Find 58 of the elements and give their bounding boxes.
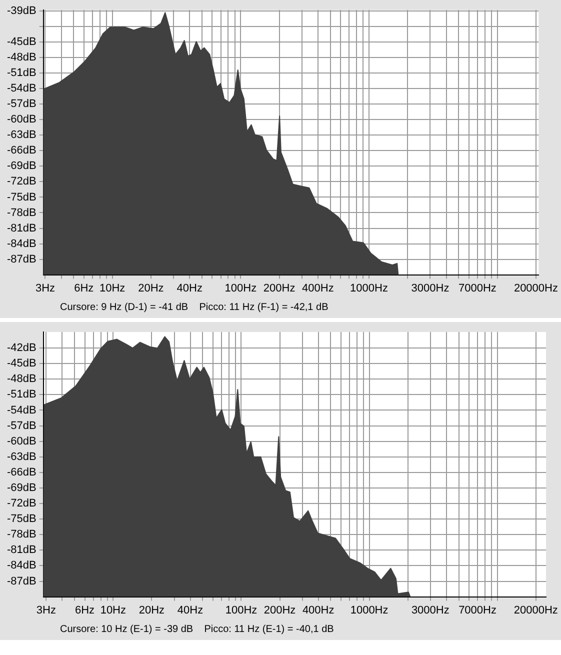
- y-tick-label: -66dB: [6, 144, 36, 157]
- y-tick-label: -60dB: [6, 435, 36, 448]
- text: Cursore: 10 Hz (E-1) = -39 dB Picco: 11 Hz (E-1) = -40,1 dB: [59, 623, 335, 637]
- x-tick-label: 1000Hz: [350, 282, 388, 294]
- x-tick-label: 200Hz: [263, 282, 296, 294]
- y-tick-label: -48dB: [6, 373, 36, 386]
- x-tick-label: 6Hz: [74, 282, 94, 294]
- y-tick-label: -39dB: [6, 5, 36, 18]
- x-tick-label: 3Hz: [36, 604, 56, 616]
- x-tick-label: 20Hz: [138, 282, 164, 294]
- y-tick-label: -45dB: [6, 358, 36, 370]
- y-tick-label: -66dB: [6, 466, 36, 478]
- y-tick-label: -69dB: [6, 482, 36, 494]
- x-tick-label: 20000Hz: [514, 282, 558, 294]
- y-tick-label: -57dB: [6, 98, 36, 110]
- y-tick-label: -87dB: [6, 253, 36, 266]
- x-tick-label: 40Hz: [176, 282, 202, 294]
- y-tick-label: -87dB: [6, 575, 36, 588]
- y-tick-label: -48dB: [6, 52, 36, 64]
- x-tick-label: 100Hz: [224, 282, 257, 294]
- x-tick-label: 200Hz: [264, 604, 296, 616]
- y-tick-label: -84dB: [6, 238, 36, 250]
- y-tick-label: -54dB: [6, 404, 36, 416]
- y-tick-label: -72dB: [6, 176, 36, 188]
- x-tick-label: 1000Hz: [350, 604, 388, 616]
- y-tick-label: -78dB: [6, 206, 36, 219]
- x-tick-label: 40Hz: [177, 604, 204, 616]
- y-tick-label: -69dB: [6, 160, 36, 172]
- y-tick-label: -54dB: [6, 82, 36, 95]
- x-tick-label: 100Hz: [225, 604, 258, 616]
- y-tick-label: -78dB: [6, 528, 36, 541]
- y-tick-label: -60dB: [6, 114, 36, 126]
- y-tick-label: -57dB: [6, 420, 36, 432]
- x-tick-label: 3000Hz: [411, 604, 450, 616]
- y-tick-label: -45dB: [6, 36, 36, 48]
- y-tick-label: -72dB: [6, 498, 36, 510]
- x-tick-label: 3000Hz: [411, 282, 450, 294]
- y-tick-label: -63dB: [6, 129, 36, 142]
- y-tick-label: -75dB: [6, 191, 36, 204]
- x-tick-label: 3Hz: [35, 282, 56, 294]
- y-tick-label: -81dB: [6, 222, 36, 234]
- x-tick-label: 20Hz: [138, 604, 165, 616]
- x-tick-label: 400Hz: [302, 604, 334, 616]
- y-tick-label: -51dB: [6, 388, 36, 401]
- x-tick-label: 400Hz: [302, 282, 334, 294]
- y-tick-label: -42dB: [6, 342, 36, 354]
- x-tick-label: 7000Hz: [458, 604, 496, 616]
- x-tick-label: 10Hz: [100, 604, 126, 616]
- x-tick-label: 7000Hz: [458, 282, 496, 294]
- y-tick-label: -51dB: [6, 67, 36, 80]
- y-tick-label: -81dB: [6, 544, 36, 556]
- text: Cursore: 9 Hz (D-1) = -41 dB Picco: 11 Hz (F-1) = -42,1 dB: [59, 301, 330, 315]
- y-tick-label: -84dB: [6, 560, 36, 572]
- x-tick-label: 6Hz: [74, 604, 95, 616]
- x-tick-label: 20000Hz: [514, 604, 558, 616]
- y-tick-label: -75dB: [6, 513, 36, 526]
- x-tick-label: 10Hz: [100, 282, 126, 294]
- y-tick-label: -63dB: [6, 450, 36, 463]
